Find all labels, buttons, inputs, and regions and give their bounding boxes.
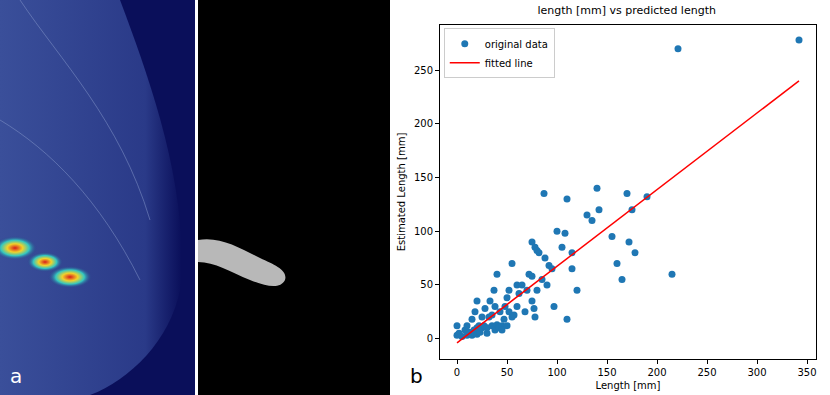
- svg-text:200: 200: [647, 367, 666, 378]
- svg-text:150: 150: [414, 172, 433, 183]
- svg-text:300: 300: [747, 367, 766, 378]
- html-text:a: a: [10, 364, 23, 388]
- svg-text:350: 350: [797, 367, 816, 378]
- svg-text:0: 0: [427, 333, 433, 344]
- html-text:b: b: [410, 364, 423, 388]
- svg-text:250: 250: [414, 65, 433, 76]
- svg-text:Estimated Length [mm]: Estimated Length [mm]: [396, 133, 407, 252]
- svg-text:100: 100: [414, 226, 433, 237]
- svg-text:100: 100: [547, 367, 566, 378]
- svg-text:50: 50: [420, 279, 433, 290]
- svg-text:250: 250: [697, 367, 716, 378]
- svg-text:200: 200: [414, 118, 433, 129]
- svg-text:fitted line: fitted line: [485, 58, 533, 69]
- svg-text:length [mm] vs predicted lengt: length [mm] vs predicted length: [537, 4, 716, 17]
- svg-text:50: 50: [501, 367, 514, 378]
- svg-text:Length [mm]: Length [mm]: [596, 380, 661, 391]
- svg-text:original data: original data: [485, 39, 548, 50]
- svg-text:150: 150: [597, 367, 616, 378]
- svg-text:0: 0: [454, 367, 460, 378]
